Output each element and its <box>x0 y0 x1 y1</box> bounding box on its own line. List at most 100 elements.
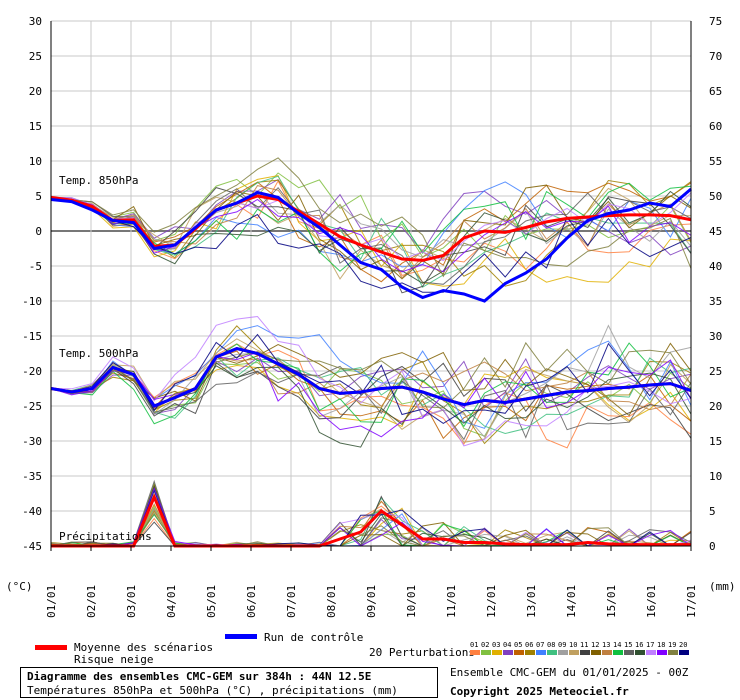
legend-mean-swatch <box>35 645 67 650</box>
perturbation-t500-line <box>50 325 692 445</box>
perturbation-number: 09 <box>558 641 566 649</box>
x-tick-label: 16/01 <box>645 585 658 618</box>
perturbation-swatch <box>613 650 623 655</box>
perturbation-swatch <box>547 650 557 655</box>
y-tick-left: -15 <box>22 330 42 343</box>
x-tick-label: 07/01 <box>285 585 298 618</box>
y-tick-right: 60 <box>709 120 722 133</box>
perturbation-swatch <box>668 650 678 655</box>
perturbation-swatch <box>569 650 579 655</box>
chart-title: Diagramme des ensembles CMC-GEM sur 384h… <box>27 670 372 683</box>
perturbation-number: 12 <box>591 641 599 649</box>
y-tick-left: -25 <box>22 400 42 413</box>
perturbation-legend: 01 02 03 04 05 06 07 08 09 10 11 12 13 14 15 16 17 18 19 20 <box>470 641 689 655</box>
y-tick-right: 10 <box>709 470 722 483</box>
y-tick-left: -35 <box>22 470 42 483</box>
perturbation-swatch <box>481 650 491 655</box>
copyright: Copyright 2025 Meteociel.fr <box>450 685 629 698</box>
perturbation-swatch <box>624 650 634 655</box>
y-tick-right: 5 <box>709 505 716 518</box>
x-tick-label: 03/01 <box>125 585 138 618</box>
y-tick-left: 20 <box>29 85 42 98</box>
x-tick-label: 06/01 <box>245 585 258 618</box>
x-tick-label: 14/01 <box>565 585 578 618</box>
x-tick-label: 04/01 <box>165 585 178 618</box>
y-tick-right: 35 <box>709 295 722 308</box>
perturbation-swatch <box>558 650 568 655</box>
perturbation-t500-line <box>50 355 692 435</box>
perturbation-number: 17 <box>646 641 654 649</box>
y-tick-left: -5 <box>29 260 42 273</box>
y-tick-right: 50 <box>709 190 722 203</box>
perturbation-swatch <box>657 650 667 655</box>
y-tick-left: -20 <box>22 365 42 378</box>
y-tick-left: -45 <box>22 540 42 553</box>
perturbation-number: 11 <box>580 641 588 649</box>
perturbation-t500-line <box>50 365 692 441</box>
y-tick-right: 25 <box>709 365 722 378</box>
right-unit-label: (mm) <box>709 580 736 593</box>
x-tick-label: 17/01 <box>685 585 698 618</box>
y-tick-right: 55 <box>709 155 722 168</box>
legend-snow-label: Risque neige <box>74 653 153 666</box>
legend-mean-label: Moyenne des scénarios <box>74 641 213 654</box>
perturbation-number: 03 <box>492 641 500 649</box>
perturbation-swatch <box>514 650 524 655</box>
x-tick-label: 02/01 <box>85 585 98 618</box>
perturbation-swatch <box>646 650 656 655</box>
y-tick-right: 20 <box>709 400 722 413</box>
perturbation-swatch <box>591 650 601 655</box>
y-tick-right: 15 <box>709 435 722 448</box>
x-tick-label: 01/01 <box>45 585 58 618</box>
y-tick-right: 75 <box>709 15 722 28</box>
perturbation-precip-line <box>50 512 691 547</box>
perturbation-t850-line <box>50 157 692 278</box>
y-tick-right: 0 <box>709 540 716 553</box>
control-t500-line <box>50 347 692 408</box>
x-tick-label: 09/01 <box>365 585 378 618</box>
perturbation-t500-line <box>50 362 692 439</box>
perturbation-number: 06 <box>525 641 533 649</box>
x-tick-label: 15/01 <box>605 585 618 618</box>
x-tick-label: 12/01 <box>485 585 498 618</box>
perturbation-number: 19 <box>668 641 676 649</box>
perturbation-t500-line <box>50 343 692 449</box>
perturbation-number: 08 <box>547 641 555 649</box>
y-tick-left: -40 <box>22 505 42 518</box>
legend-control-swatch <box>225 634 257 639</box>
y-tick-left: 10 <box>29 155 42 168</box>
panel-label-precip: Précipitations <box>59 530 152 543</box>
left-unit-label: (°C) <box>6 580 33 593</box>
x-tick-label: 11/01 <box>445 585 458 618</box>
x-tick-label: 10/01 <box>405 585 418 618</box>
y-tick-right: 45 <box>709 225 722 238</box>
perturbation-swatch <box>492 650 502 655</box>
main-series-lines <box>50 187 692 548</box>
y-tick-left: 30 <box>29 15 42 28</box>
y-tick-right: 65 <box>709 85 722 98</box>
perturbation-number: 14 <box>613 641 621 649</box>
perturbation-swatch <box>503 650 513 655</box>
y-tick-left: -10 <box>22 295 42 308</box>
chart-grid <box>50 20 692 547</box>
x-tick-label: 08/01 <box>325 585 338 618</box>
y-tick-left: 15 <box>29 120 42 133</box>
perturbation-number: 05 <box>514 641 522 649</box>
mean-t850-line <box>50 194 692 262</box>
chart-subtitle: Températures 850hPa et 500hPa (°C) , pré… <box>27 684 398 697</box>
perturbation-number: 10 <box>569 641 577 649</box>
control-t850-line <box>50 187 692 303</box>
perturbation-swatch <box>525 650 535 655</box>
perturbation-number: 13 <box>602 641 610 649</box>
mean-precip-line <box>51 493 691 548</box>
perturbation-swatch <box>580 650 590 655</box>
perturbation-swatch <box>470 650 480 655</box>
y-tick-left: 5 <box>35 190 42 203</box>
y-tick-right: 40 <box>709 260 722 273</box>
y-tick-right: 70 <box>709 50 722 63</box>
panel-label-t850: Temp. 850hPa <box>59 174 138 187</box>
ensemble-info: Ensemble CMC-GEM du 01/01/2025 - 00Z <box>450 666 689 679</box>
perturbation-swatch <box>635 650 645 655</box>
perturbation-t500-line <box>50 341 692 411</box>
